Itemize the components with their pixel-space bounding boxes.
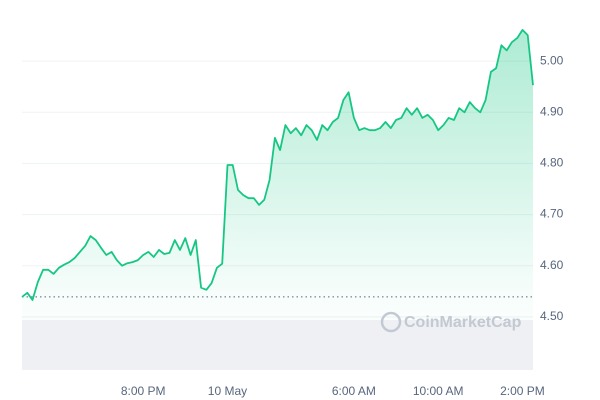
x-tick-label: 6:00 AM: [332, 384, 376, 398]
y-tick-label: 4.80: [540, 156, 564, 170]
x-tick-label: 8:00 PM: [121, 384, 166, 398]
x-tick-label: 2:00 PM: [500, 384, 545, 398]
y-tick-label: 5.00: [540, 53, 564, 67]
y-tick-label: 4.70: [540, 207, 564, 221]
volume-area: [22, 320, 533, 370]
y-tick-label: 4.60: [540, 258, 564, 272]
price-area: [22, 29, 533, 369]
price-line: [21, 29, 534, 301]
watermark-text: CoinMarketCap: [404, 314, 522, 331]
y-tick-label: 4.50: [540, 309, 564, 323]
x-tick-label: 10:00 AM: [413, 384, 464, 398]
x-tick-label: 10 May: [208, 384, 247, 398]
y-tick-label: 4.90: [540, 104, 564, 118]
watermark: CoinMarketCap: [380, 311, 522, 333]
